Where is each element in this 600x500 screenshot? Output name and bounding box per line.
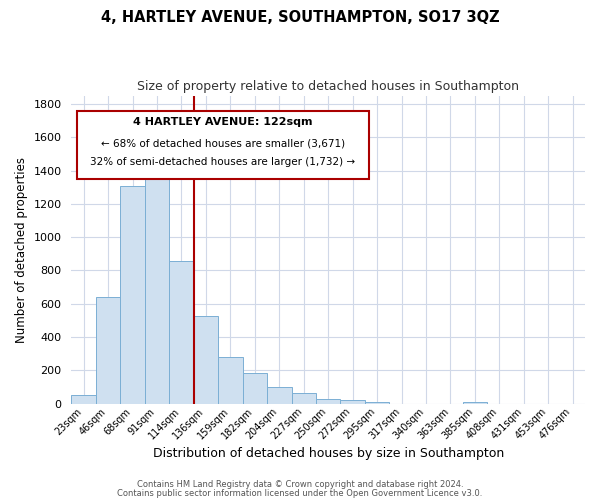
Bar [194,316,218,404]
Title: Size of property relative to detached houses in Southampton: Size of property relative to detached ho… [137,80,519,93]
Bar [365,402,389,404]
Bar [218,357,242,404]
Bar [463,402,487,404]
Text: 32% of semi-detached houses are larger (1,732) →: 32% of semi-detached houses are larger (… [91,157,355,167]
Bar [145,176,169,404]
Bar [96,298,121,404]
Bar [292,393,316,404]
Bar [242,373,267,404]
Bar [71,394,96,404]
FancyBboxPatch shape [77,111,369,178]
Text: 4 HARTLEY AVENUE: 122sqm: 4 HARTLEY AVENUE: 122sqm [133,117,313,127]
Text: ← 68% of detached houses are smaller (3,671): ← 68% of detached houses are smaller (3,… [101,138,345,148]
Bar [267,386,292,404]
Text: 4, HARTLEY AVENUE, SOUTHAMPTON, SO17 3QZ: 4, HARTLEY AVENUE, SOUTHAMPTON, SO17 3QZ [101,10,499,25]
Text: Contains HM Land Registry data © Crown copyright and database right 2024.: Contains HM Land Registry data © Crown c… [137,480,463,489]
Y-axis label: Number of detached properties: Number of detached properties [15,156,28,342]
X-axis label: Distribution of detached houses by size in Southampton: Distribution of detached houses by size … [152,447,504,460]
Bar [340,400,365,404]
Bar [316,398,340,404]
Text: Contains public sector information licensed under the Open Government Licence v3: Contains public sector information licen… [118,488,482,498]
Bar [121,186,145,404]
Bar [169,262,194,404]
